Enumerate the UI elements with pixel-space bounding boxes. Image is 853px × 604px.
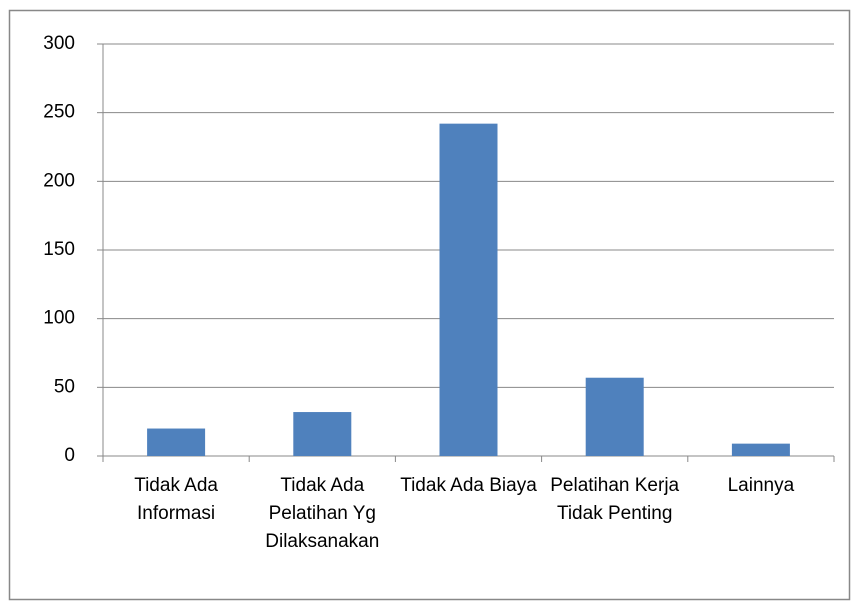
x-tick-label: Lainnya [727,475,795,496]
y-tick-label: 200 [43,170,75,191]
bar [293,412,352,456]
y-tick-label: 100 [43,308,75,329]
x-tick-label: Tidak Ada Informasi [134,475,218,524]
x-tick-label: Tidak Ada Pelatihan Yg Dilaksanakan [265,475,380,552]
y-tick-label: 50 [54,376,75,397]
y-tick-label: 150 [43,239,75,260]
bar [731,443,790,456]
y-tick-label: 300 [43,33,75,54]
chart-border [8,9,851,601]
x-tick-label: Tidak Ada Biaya [400,475,537,496]
bar [439,123,498,457]
y-tick-label: 250 [43,102,75,123]
x-tick-label: Pelatihan Kerja Tidak Penting [550,475,680,524]
bar [147,428,206,456]
y-tick-label: 0 [64,445,75,466]
bar [585,377,644,456]
